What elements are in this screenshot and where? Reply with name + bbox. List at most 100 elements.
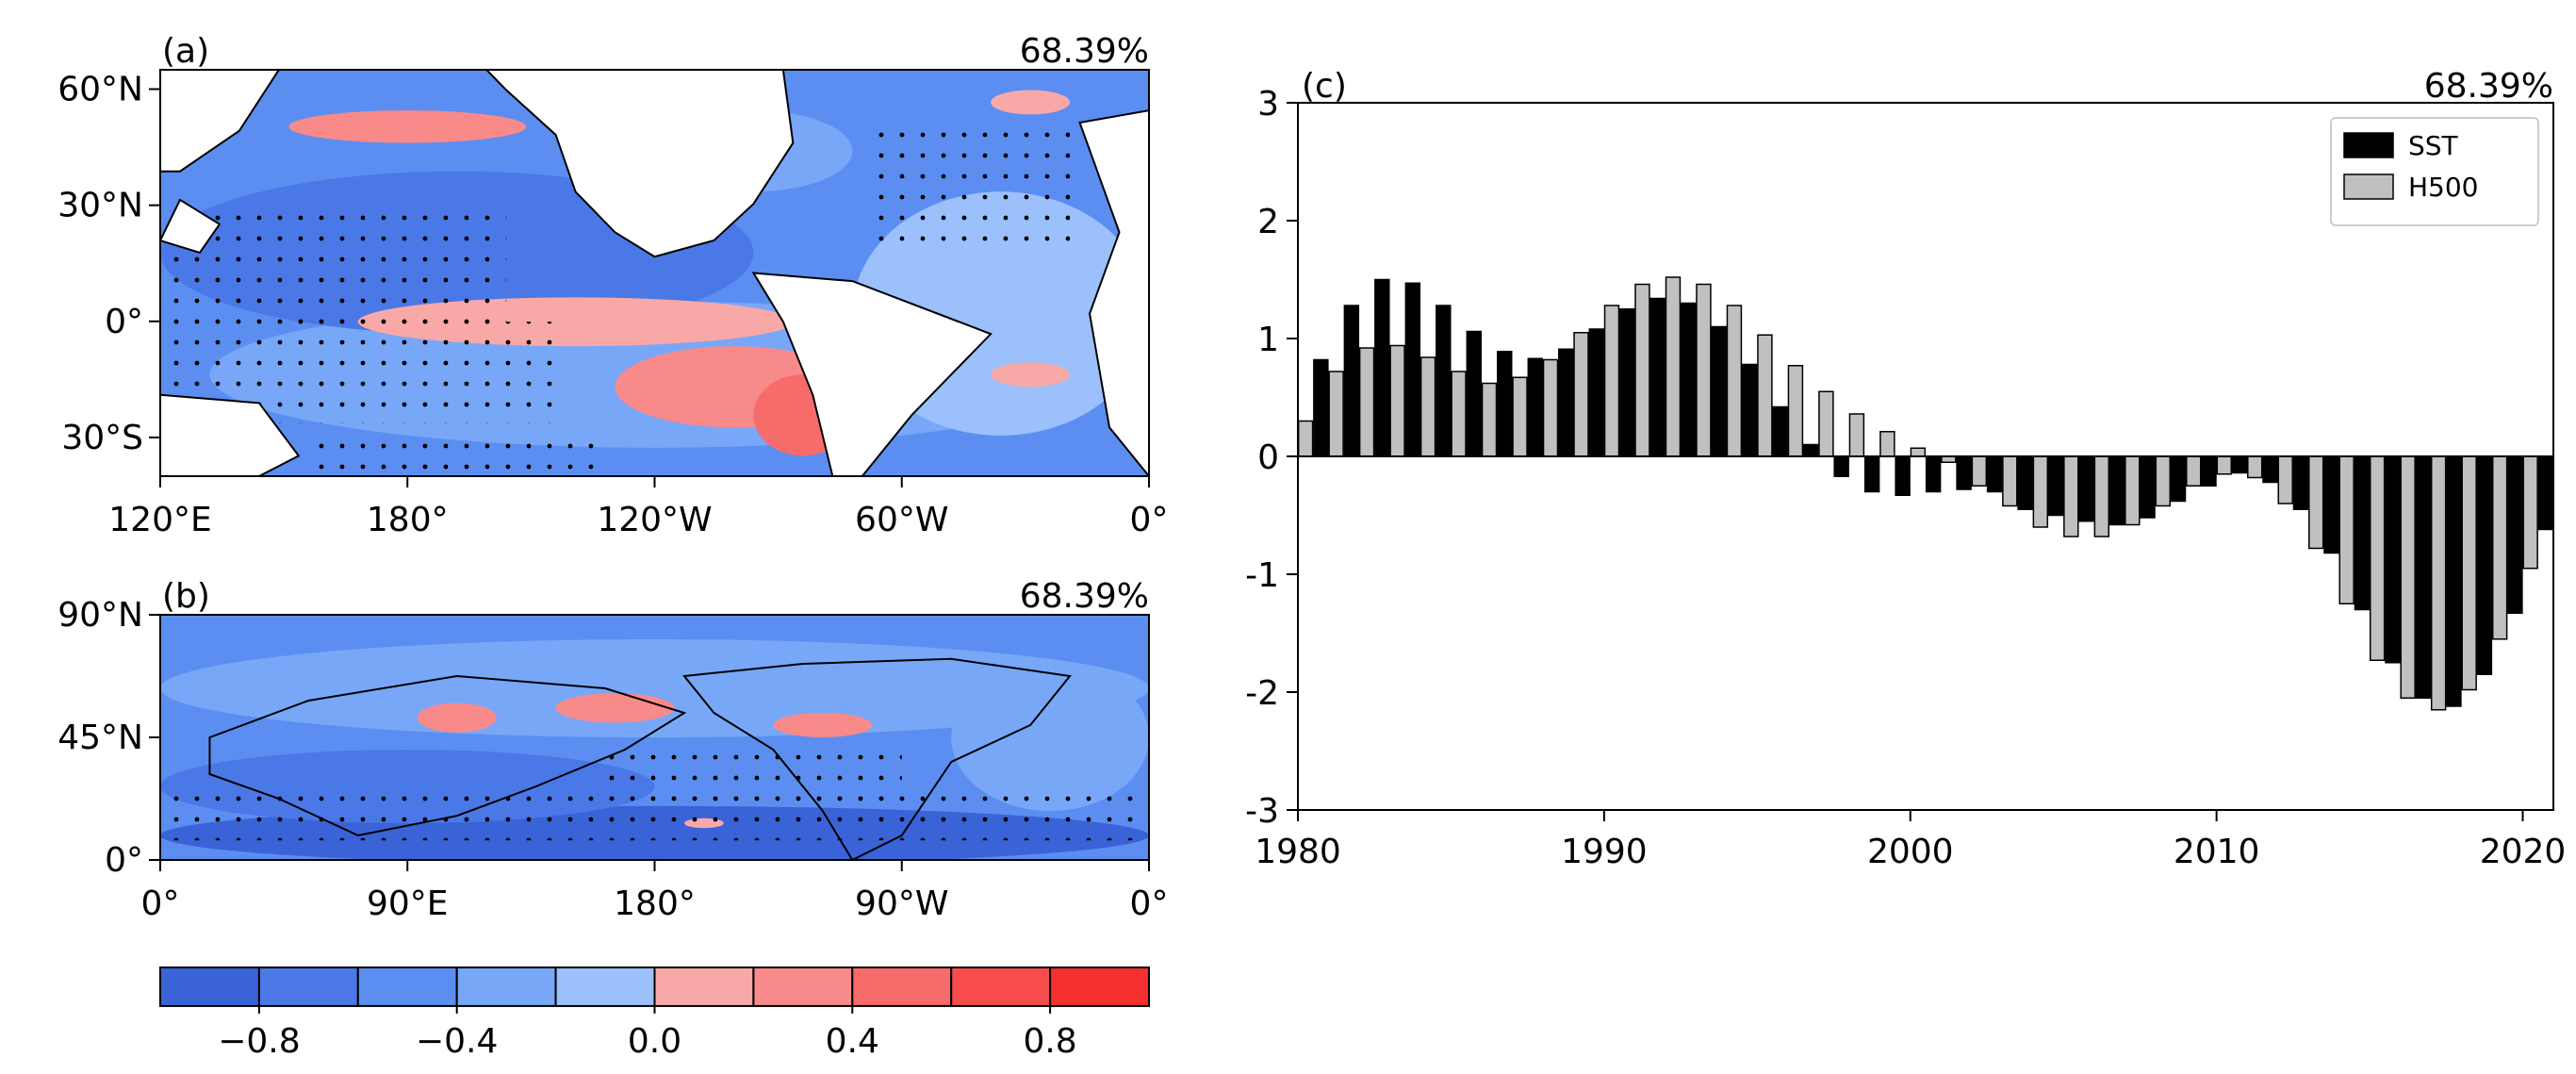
- bar: [2125, 455, 2141, 526]
- bar: [2262, 455, 2278, 484]
- bar: [2216, 455, 2232, 475]
- anomaly-patch: [417, 702, 497, 733]
- map-field: [160, 70, 1149, 476]
- colorbar-bin: [159, 967, 260, 1007]
- bar: [2507, 455, 2523, 614]
- bar: [1634, 283, 1650, 457]
- bar: [2155, 455, 2172, 507]
- anomaly-patch: [773, 713, 873, 737]
- bar: [2522, 455, 2538, 570]
- colorbar-tick-label: 0.0: [628, 1022, 681, 1061]
- bar: [1925, 455, 1942, 493]
- y-tick-label: 60°N: [57, 71, 143, 109]
- bar: [1436, 305, 1452, 457]
- bar: [1741, 363, 1758, 457]
- bar: [1986, 455, 2003, 493]
- bar: [1787, 365, 1804, 457]
- significance-dots: [872, 130, 1071, 253]
- bar: [2537, 455, 2553, 531]
- bar: [2307, 455, 2324, 550]
- bar: [2292, 455, 2309, 510]
- x-tick-label: 0°: [1130, 884, 1169, 923]
- bar: [2385, 455, 2401, 664]
- bar: [1680, 302, 1697, 457]
- colorbar-bin: [752, 967, 854, 1007]
- bar: [2032, 455, 2049, 528]
- bar: [2170, 455, 2187, 503]
- significance-dots: [160, 791, 1149, 841]
- bar: [2140, 455, 2156, 519]
- y-tick-label: 0°: [105, 841, 143, 880]
- land: [484, 70, 795, 258]
- bar: [1833, 455, 1849, 477]
- y-tick-label: 3: [1257, 85, 1279, 124]
- panel-label: (c): [1302, 67, 1347, 106]
- legend-label: SST: [2408, 130, 2459, 161]
- bar: [2354, 455, 2371, 611]
- y-tick-label: 45°N: [57, 719, 143, 757]
- colorbar-bin: [851, 967, 953, 1007]
- significance-dots: [160, 211, 507, 335]
- bar: [2430, 455, 2447, 711]
- bar: [1603, 305, 1620, 457]
- colorbar-bin: [356, 967, 458, 1007]
- x-tick-label: 120°W: [597, 501, 712, 539]
- y-tick-label: -3: [1245, 792, 1279, 831]
- bar: [1343, 305, 1360, 457]
- bar: [2186, 455, 2202, 487]
- y-tick-label: -1: [1245, 556, 1279, 595]
- bar: [1665, 276, 1682, 457]
- land: [1078, 109, 1149, 476]
- colorbar-tick-label: 0.4: [826, 1022, 879, 1061]
- y-tick-label: 30°S: [61, 419, 143, 457]
- bar: [2047, 455, 2064, 517]
- colorbar-tick-label: 0.8: [1023, 1022, 1076, 1061]
- colorbar-bin: [653, 967, 755, 1007]
- y-tick-label: 1: [1257, 321, 1279, 359]
- y-tick-label: 90°N: [57, 596, 143, 635]
- bar: [2446, 455, 2462, 707]
- bar: [2338, 455, 2354, 604]
- bar: [1863, 455, 1880, 493]
- bar: [1542, 358, 1559, 457]
- legend-swatch: [2343, 173, 2394, 200]
- bar: [1527, 357, 1544, 457]
- bar: [1711, 325, 1727, 457]
- bar: [2461, 455, 2477, 691]
- bar: [1558, 348, 1574, 457]
- x-tick-label: 2010: [2174, 833, 2260, 871]
- bar: [2277, 455, 2293, 504]
- bar: [1619, 308, 1635, 457]
- bar: [1588, 328, 1604, 457]
- bar: [1419, 356, 1436, 457]
- bar: [1481, 382, 1498, 457]
- colorbar-tick-label: −0.8: [218, 1022, 300, 1061]
- y-tick-label: -2: [1245, 674, 1279, 713]
- bar-field: [1298, 276, 2553, 711]
- x-tick-label: 1980: [1255, 833, 1341, 871]
- bar: [1879, 431, 1895, 457]
- bar: [1466, 330, 1483, 457]
- bar: [1696, 283, 1712, 457]
- bar: [1451, 371, 1467, 457]
- bar: [1649, 297, 1665, 457]
- colorbar-bin: [455, 967, 557, 1007]
- bar: [2201, 455, 2217, 487]
- land: [160, 198, 222, 255]
- coastline: [208, 674, 687, 837]
- bar: [2108, 455, 2125, 526]
- panel-annotation: 68.39%: [1020, 577, 1149, 616]
- land: [160, 393, 301, 476]
- bar: [2231, 455, 2248, 474]
- bar: [2247, 455, 2263, 479]
- bar: [1802, 443, 1819, 457]
- bar: [1757, 334, 1773, 457]
- bar: [1818, 390, 1834, 457]
- bar: [1772, 405, 1788, 457]
- land: [160, 70, 281, 173]
- bar: [2063, 455, 2079, 537]
- y-tick-label: 0: [1257, 438, 1279, 477]
- bar: [1389, 344, 1405, 457]
